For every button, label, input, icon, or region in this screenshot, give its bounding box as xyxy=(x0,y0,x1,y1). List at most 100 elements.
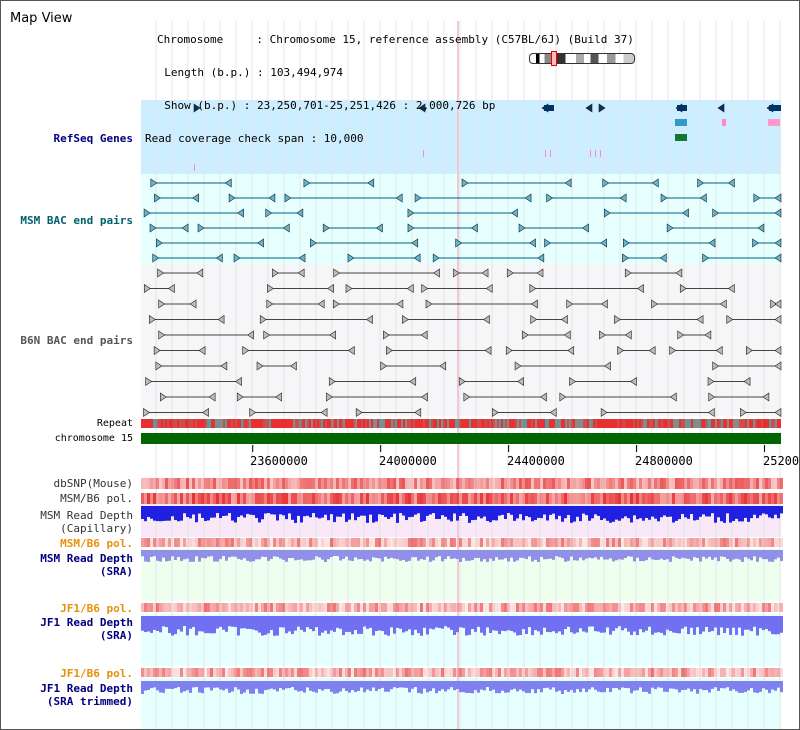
repeat-segment xyxy=(345,419,347,428)
jf1-pol2-bin xyxy=(540,668,543,677)
jf1-sra-depth-bar xyxy=(450,616,453,630)
msm-sra-depth-bar xyxy=(411,550,414,558)
b6n-bac-end xyxy=(425,299,433,309)
msm-cap-depth-bar xyxy=(213,506,216,518)
b6n-bac-end xyxy=(774,314,782,325)
jf1-trim-depth-bar xyxy=(507,681,510,693)
dbsnp-bin xyxy=(588,478,591,489)
jf1-trim-depth-bar xyxy=(777,681,780,688)
jf1-sra-depth-bar xyxy=(702,616,705,632)
repeat-segment xyxy=(171,419,173,428)
msm-sra-depth-bar xyxy=(507,550,510,562)
jf1-sra-depth-bar xyxy=(684,616,687,627)
repeat-segment xyxy=(621,419,623,428)
msm-pol2-bin xyxy=(486,538,489,547)
msm-bac-end xyxy=(581,223,589,233)
jf1-pol-bin xyxy=(339,603,342,612)
msm-pol-bin xyxy=(381,493,384,504)
jf1-pol2-bin xyxy=(606,668,609,677)
dbsnp-bin xyxy=(198,478,201,489)
b6n-bac-end xyxy=(604,361,611,371)
jf1-pol-bin xyxy=(255,603,258,612)
dbsnp-bin xyxy=(633,478,636,489)
msm-pol2-bin xyxy=(711,538,714,547)
b6n-bac-end xyxy=(366,314,373,325)
jf1-pol2-bin xyxy=(243,668,246,677)
msm-pol2-bin xyxy=(534,538,537,547)
repeat-segment xyxy=(339,419,341,428)
jf1-pol2-bin xyxy=(615,668,618,677)
msm-cap-depth-bar xyxy=(165,506,168,521)
dbsnp-bin xyxy=(711,478,714,489)
msm-cap-depth-bar xyxy=(180,506,183,521)
jf1-sra-depth-bar xyxy=(447,616,450,628)
msm-pol-bin xyxy=(228,493,231,504)
msm-pol-bin xyxy=(633,493,636,504)
msm-pol2-bin xyxy=(345,538,348,547)
msm-pol2-bin xyxy=(543,538,546,547)
jf1-pol-bin xyxy=(588,603,591,612)
dbsnp-bin xyxy=(168,478,171,489)
jf1-pol-bin xyxy=(522,603,525,612)
msm-bac-end xyxy=(432,253,440,263)
msm-pol-bin xyxy=(342,493,345,504)
msm-pol-bin xyxy=(720,493,723,504)
jf1-pol-bin xyxy=(330,603,333,612)
dbsnp-bin xyxy=(441,478,444,489)
msm-pol-bin xyxy=(252,493,255,504)
msm-pol-bin xyxy=(456,493,459,504)
msm-sra-depth-bar xyxy=(714,550,717,558)
jf1-sra-depth-bar xyxy=(498,616,501,635)
msm-sra-depth-bar xyxy=(447,550,450,557)
chromosome-ideogram[interactable] xyxy=(529,51,635,66)
msm-sra-depth-bar xyxy=(585,550,588,559)
dbsnp-bin xyxy=(366,478,369,489)
msm-pol2-bin xyxy=(774,538,777,547)
dbsnp-bin xyxy=(171,478,174,489)
refseq-gene-block xyxy=(769,105,781,111)
jf1-trim-depth-bar xyxy=(390,681,393,690)
msm-sra-depth-bar xyxy=(240,550,243,560)
msm-cap-depth-bar xyxy=(174,506,177,521)
repeat-segment xyxy=(169,419,171,428)
label-jf1-b6-pol: JF1/B6 pol. xyxy=(60,602,133,615)
msm-sra-depth-bar xyxy=(621,550,624,560)
jf1-trim-depth-bar xyxy=(684,681,687,690)
msm-pol2-bin xyxy=(342,538,345,547)
jf1-trim-depth-bar xyxy=(153,681,156,688)
jf1-sra-depth-bar xyxy=(663,616,666,636)
jf1-pol-bin xyxy=(600,603,603,612)
jf1-pol-bin xyxy=(618,603,621,612)
msm-pol2-bin xyxy=(300,538,303,547)
dbsnp-bin xyxy=(303,478,306,489)
jf1-pol-bin xyxy=(153,603,156,612)
repeat-segment xyxy=(559,419,561,428)
msm-bac-end xyxy=(282,223,290,233)
msm-pol2-bin xyxy=(426,538,429,547)
jf1-trim-depth-bar xyxy=(543,681,546,689)
msm-sra-depth-bar xyxy=(759,550,762,558)
jf1-pol2-bin xyxy=(510,668,513,677)
repeat-segment xyxy=(247,419,249,428)
msm-sra-depth-bar xyxy=(312,550,315,560)
b6n-bac-end xyxy=(383,330,390,340)
repeat-segment xyxy=(301,419,303,428)
jf1-sra-depth-bar xyxy=(372,616,375,636)
repeat-segment xyxy=(359,419,361,428)
msm-sra-depth-bar xyxy=(633,550,636,562)
msm-pol-bin xyxy=(483,493,486,504)
msm-cap-depth-bar xyxy=(375,506,378,522)
b6n-bac-end xyxy=(675,268,683,278)
msm-pol2-bin xyxy=(561,538,564,547)
jf1-pol2-bin xyxy=(342,668,345,677)
msm-sra-depth-bar xyxy=(426,550,429,557)
repeat-segment xyxy=(219,419,221,428)
msm-pol-bin xyxy=(201,493,204,504)
jf1-trim-depth-bar xyxy=(630,681,633,694)
b6n-bac-end xyxy=(563,330,571,340)
jf1-trim-depth-bar xyxy=(174,681,177,689)
b6n-bac-end xyxy=(297,268,305,278)
msm-pol-bin xyxy=(624,493,627,504)
